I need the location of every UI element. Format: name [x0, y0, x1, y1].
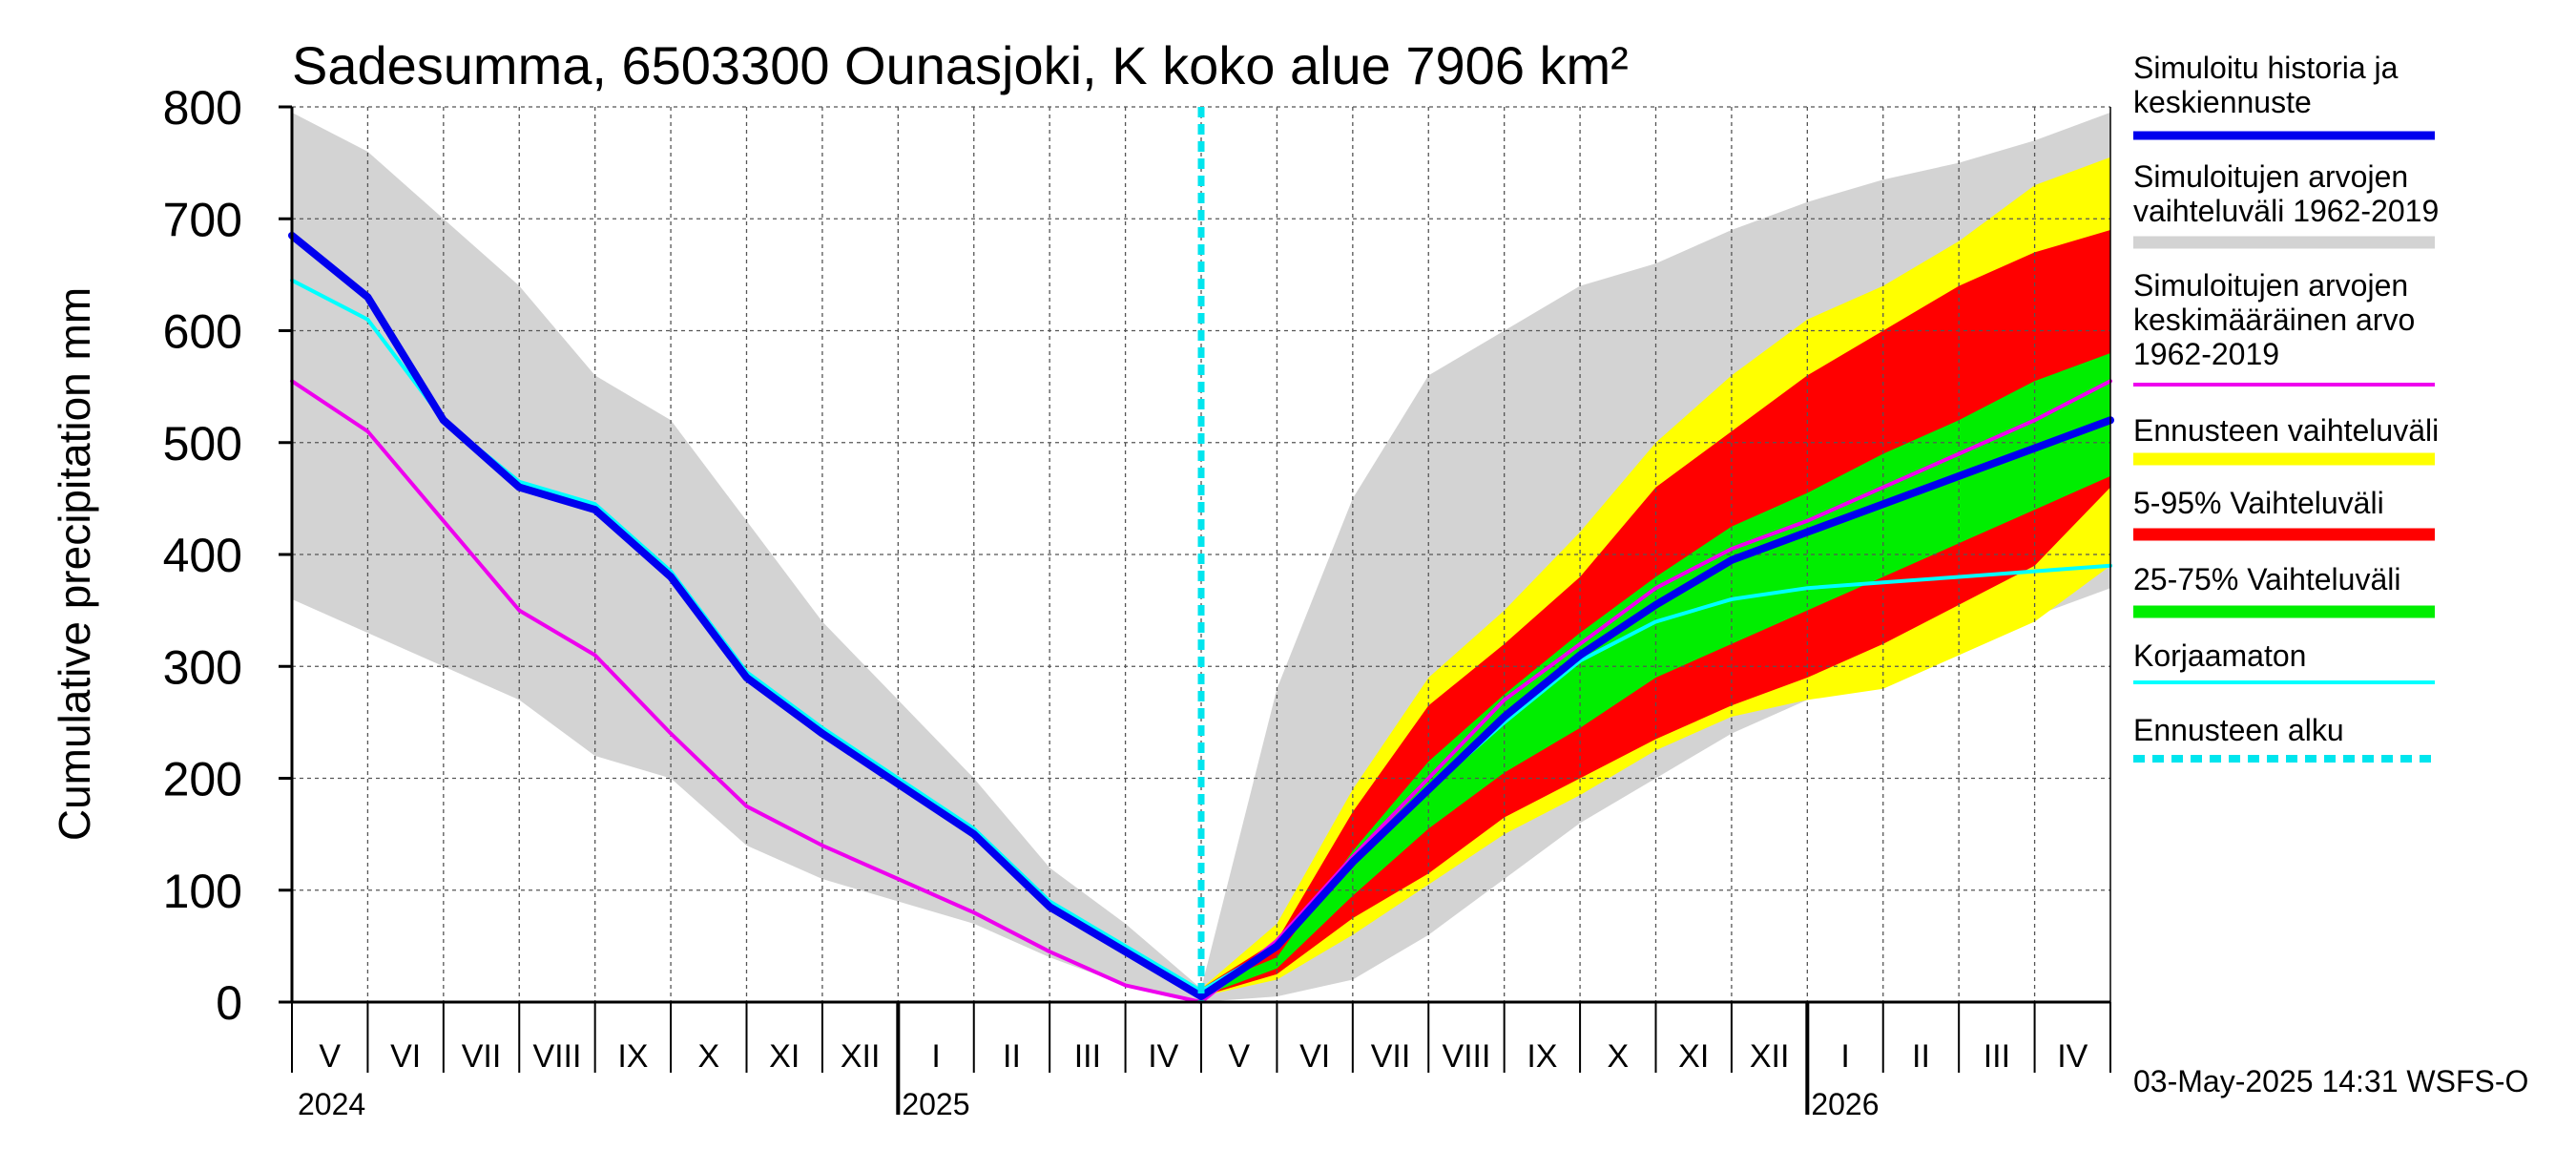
month-label: VI [390, 1038, 421, 1075]
y-tick-label: 0 [216, 976, 242, 1030]
month-label: V [1228, 1038, 1250, 1075]
month-label: II [1003, 1038, 1021, 1075]
month-label: IV [2057, 1038, 2088, 1075]
legend-text: Simuloitujen arvojen [2133, 268, 2408, 303]
legend-text: Korjaamaton [2133, 638, 2306, 673]
y-tick-label: 500 [163, 417, 242, 470]
month-label: I [1840, 1038, 1849, 1075]
legend-text: Ennusteen alku [2133, 713, 2344, 747]
y-tick-label: 400 [163, 529, 242, 582]
year-label: 2024 [298, 1087, 365, 1121]
simulated-mean-line [288, 231, 2114, 1001]
month-label: IV [1148, 1038, 1178, 1075]
legend-text: keskimääräinen arvo [2133, 303, 2415, 337]
month-label: XI [1678, 1038, 1709, 1075]
legend-text: 1962-2019 [2133, 337, 2279, 371]
legend-text: Simuloitujen arvojen [2133, 159, 2408, 194]
month-label: IX [617, 1038, 648, 1075]
month-label: V [319, 1038, 341, 1075]
legend-text: vaihteluväli 1962-2019 [2133, 194, 2439, 228]
y-tick-label: 600 [163, 305, 242, 359]
y-axis-label: Cumulative precipitation mm [50, 287, 99, 841]
month-label: VIII [1442, 1038, 1490, 1075]
year-label: 2026 [1811, 1087, 1879, 1121]
y-tick-label: 200 [163, 753, 242, 806]
y-tick-label: 700 [163, 193, 242, 246]
month-label: XII [1750, 1038, 1790, 1075]
legend-text: 25-75% Vaihteluväli [2133, 562, 2400, 596]
y-tick-label: 300 [163, 640, 242, 694]
month-label: X [1607, 1038, 1629, 1075]
year-label: 2025 [902, 1087, 969, 1121]
month-label: VIII [532, 1038, 581, 1075]
legend-text: Ennusteen vaihteluväli [2133, 413, 2439, 448]
month-label: III [1074, 1038, 1101, 1075]
month-label: XI [769, 1038, 800, 1075]
timestamp-label: 03-May-2025 14:31 WSFS-O [2133, 1064, 2528, 1098]
y-tick-label: 100 [163, 865, 242, 918]
legend-text: keskiennuste [2133, 85, 2312, 119]
chart-title: Sadesumma, 6503300 Ounasjoki, K koko alu… [292, 35, 1629, 95]
y-tick-label: 800 [163, 81, 242, 135]
legend-text: Simuloitu historia ja [2133, 51, 2399, 85]
month-label: II [1912, 1038, 1930, 1075]
legend-text: 5-95% Vaihteluväli [2133, 486, 2384, 520]
month-label: XII [841, 1038, 881, 1075]
month-label: VII [462, 1038, 502, 1075]
month-label: X [697, 1038, 719, 1075]
month-label: VII [1371, 1038, 1411, 1075]
month-label: VI [1299, 1038, 1330, 1075]
month-label: IX [1527, 1038, 1557, 1075]
month-label: I [931, 1038, 940, 1075]
month-label: III [1984, 1038, 2010, 1075]
